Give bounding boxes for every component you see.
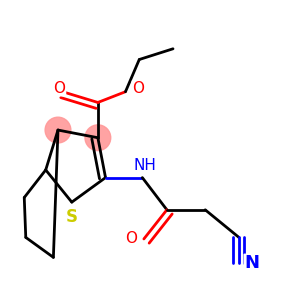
Text: O: O — [53, 80, 65, 95]
Circle shape — [45, 117, 71, 143]
Text: O: O — [125, 231, 137, 246]
Circle shape — [85, 125, 111, 151]
Text: S: S — [66, 208, 78, 226]
Text: NH: NH — [134, 158, 157, 173]
Text: O: O — [132, 81, 144, 96]
Text: N: N — [244, 254, 259, 272]
